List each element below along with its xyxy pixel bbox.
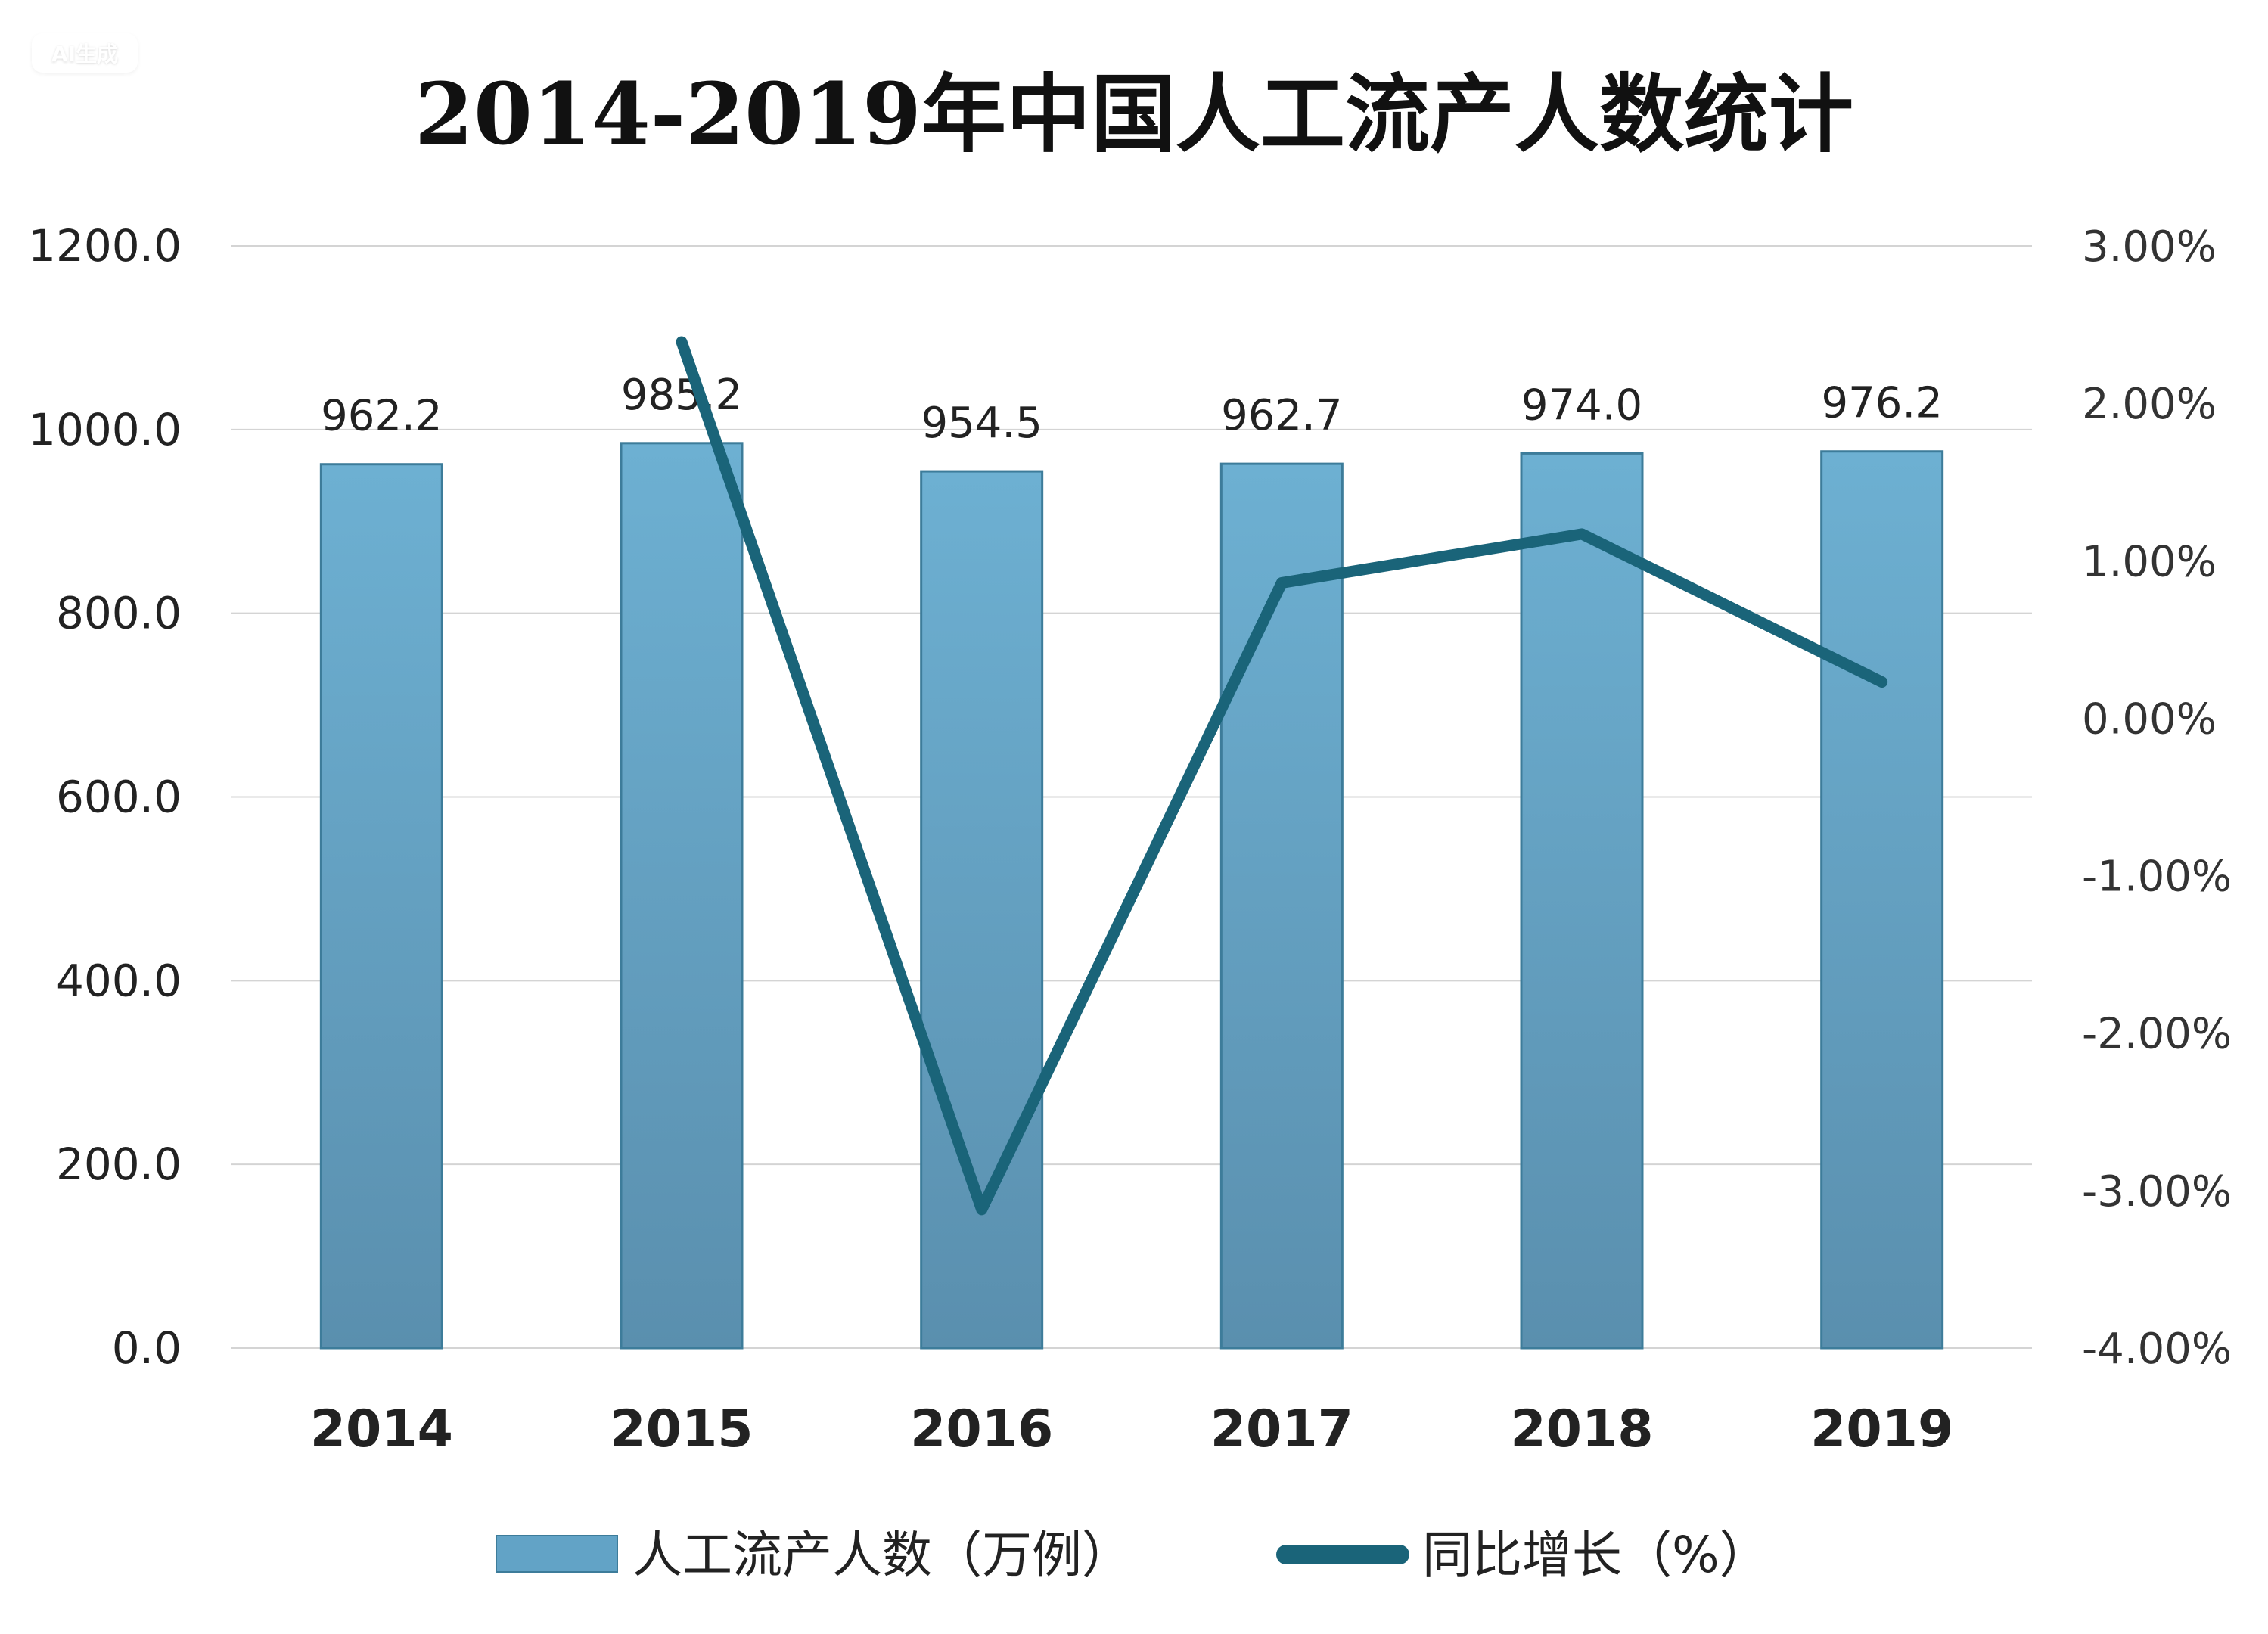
watermark: AI生成: [32, 33, 138, 73]
growth-point: [1580, 532, 1583, 536]
bar: [620, 442, 744, 1350]
legend-line-label: 同比增长（%）: [1422, 1526, 1769, 1584]
growth-point: [1880, 680, 1884, 684]
right-tick-label: 2.00%: [2082, 380, 2217, 429]
x-tick-label: 2014: [310, 1399, 453, 1459]
right-tick-label: 0.00%: [2082, 694, 2217, 744]
bar-data-label: 974.0: [1521, 381, 1642, 430]
bar-data-label: 962.2: [321, 392, 442, 441]
x-tick-label: 2015: [610, 1399, 753, 1459]
bar-data-label: 962.7: [1221, 391, 1342, 440]
left-tick-label: 800.0: [56, 588, 182, 639]
chart-title: 2014-2019年中国人工流产人数统计: [415, 65, 1853, 164]
bar-data-label: 976.2: [1822, 379, 1943, 428]
x-tick-label: 2017: [1210, 1399, 1353, 1459]
legend-bar-label: 人工流产人数（万例）: [632, 1526, 1132, 1584]
bar-data-label: 954.5: [921, 399, 1042, 448]
growth-point: [1280, 581, 1284, 585]
growth-point: [980, 1207, 983, 1211]
bar: [1520, 452, 1644, 1350]
left-tick-label: 400.0: [56, 955, 182, 1006]
bar-data-label: 985.2: [621, 371, 742, 420]
right-tick-label: -1.00%: [2082, 853, 2232, 902]
bar: [319, 463, 443, 1350]
left-tick-label: 1000.0: [28, 404, 182, 455]
bar: [1219, 462, 1344, 1350]
left-tick-label: 200.0: [56, 1139, 182, 1190]
right-tick-label: -2.00%: [2082, 1010, 2232, 1059]
x-tick-label: 2019: [1810, 1399, 1953, 1459]
x-tick-label: 2016: [910, 1399, 1053, 1459]
legend-bar-swatch: [496, 1535, 618, 1573]
left-tick-label: 0.0: [112, 1322, 182, 1374]
right-tick-label: -3.00%: [2082, 1167, 2232, 1216]
left-tick-label: 600.0: [56, 772, 182, 823]
bar: [1820, 450, 1944, 1350]
growth-point: [680, 340, 683, 343]
right-tick-label: -4.00%: [2082, 1325, 2232, 1374]
bar: [920, 470, 1044, 1350]
x-tick-label: 2018: [1510, 1399, 1653, 1459]
right-tick-label: 3.00%: [2082, 222, 2217, 272]
left-tick-label: 1200.0: [28, 220, 182, 272]
right-tick-label: 1.00%: [2082, 537, 2217, 586]
